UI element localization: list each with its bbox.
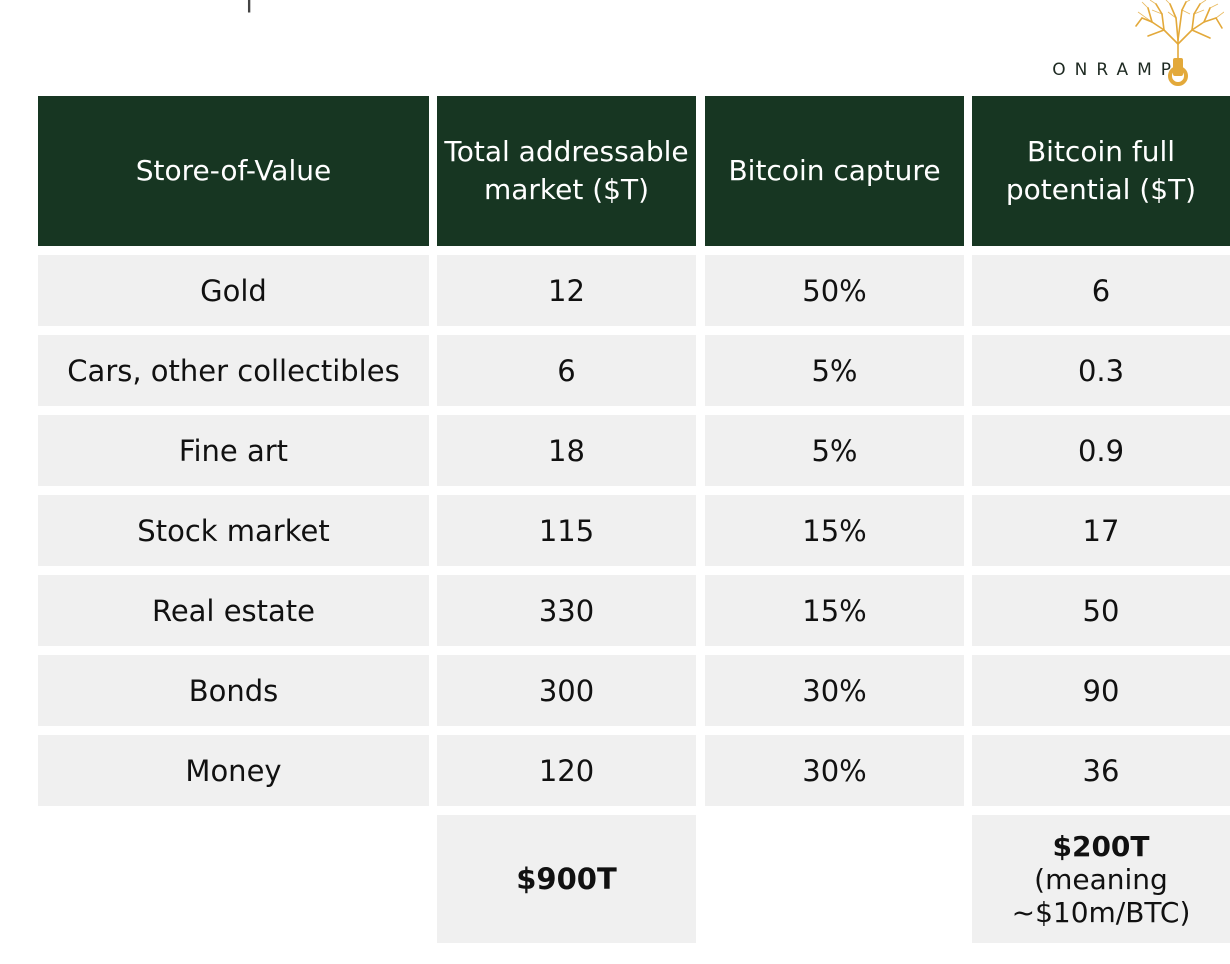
total-potential-note-line1: (meaning [1034,862,1168,896]
row-label: Real estate [38,575,429,646]
market-value: 6 [437,335,696,406]
capture-value: 5% [705,335,964,406]
market-value: 120 [437,735,696,806]
potential-value: 50 [972,575,1230,646]
capture-value: 50% [705,255,964,326]
market-value: 18 [437,415,696,486]
row-label: Cars, other collectibles [38,335,429,406]
market-value: 330 [437,575,696,646]
capture-value: 5% [705,415,964,486]
total-potential-value: $200T [1052,829,1150,863]
tree-icon [1135,0,1224,86]
capture-value: 30% [705,735,964,806]
row-label: Stock market [38,495,429,566]
logo-wordmark: ONRAMP [1052,60,1180,80]
header-store-of-value: Store-of-Value [38,96,429,246]
potential-value: 6 [972,255,1230,326]
title-fragment: │ [240,0,260,11]
potential-value: 0.3 [972,335,1230,406]
capture-value: 15% [705,495,964,566]
market-value: 115 [437,495,696,566]
row-label: Fine art [38,415,429,486]
market-value: 12 [437,255,696,326]
potential-value: 36 [972,735,1230,806]
potential-value: 0.9 [972,415,1230,486]
capture-value: 30% [705,655,964,726]
potential-value: 17 [972,495,1230,566]
market-value: 300 [437,655,696,726]
total-potential: $200T (meaning ~$10m/BTC) [972,815,1230,943]
row-label: Money [38,735,429,806]
header-bitcoin-full-potential: Bitcoin full potential ($T) [972,96,1230,246]
row-label: Gold [38,255,429,326]
header-bitcoin-capture: Bitcoin capture [705,96,964,246]
total-potential-note-line2: ~$10m/BTC) [1011,895,1191,929]
header-total-addressable-market: Total addressable market ($T) [437,96,696,246]
onramp-logo: ONRAMP [984,0,1224,88]
row-label: Bonds [38,655,429,726]
capture-value: 15% [705,575,964,646]
total-market: $900T [437,815,696,943]
potential-value: 90 [972,655,1230,726]
